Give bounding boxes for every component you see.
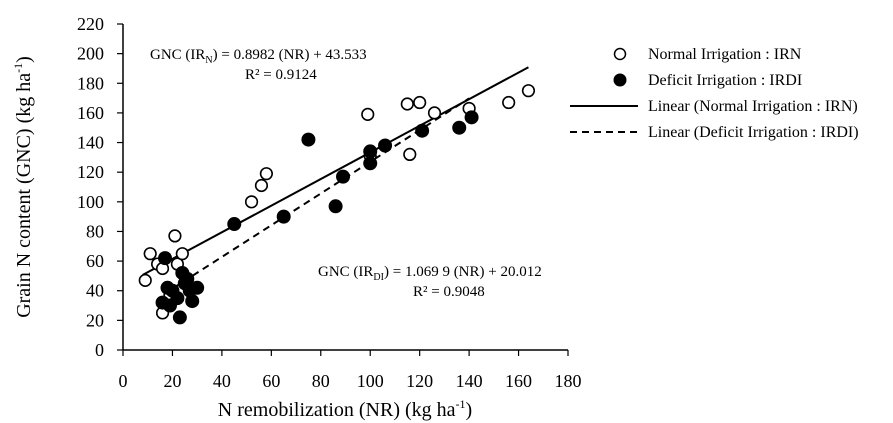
point-irdi: [363, 156, 378, 171]
irdi-r-squared: R² = 0.9048: [413, 284, 485, 300]
legend-label-irdi: Deficit Irrigation : IRDI: [648, 72, 802, 89]
point-irdi: [378, 138, 393, 153]
point-irn: [400, 97, 414, 111]
legend-symbol-irn: [613, 47, 627, 61]
legend-label-irn-linear: Linear (Normal Irrigation : IRN): [648, 98, 858, 115]
point-irdi: [276, 209, 291, 224]
data-points: [138, 84, 536, 325]
point-irdi: [185, 294, 200, 309]
y-tick-label: 60: [86, 251, 104, 271]
y-axis-title: Grain N content (GNC) (kg ha-1): [11, 56, 35, 318]
point-irdi: [301, 132, 316, 147]
y-tick-label: 220: [77, 14, 104, 34]
point-irdi: [158, 251, 173, 266]
trendlines: [142, 66, 529, 290]
point-irn: [244, 195, 259, 209]
x-tick-label: 20: [163, 371, 181, 391]
point-irdi: [415, 123, 430, 138]
point-irdi: [336, 169, 351, 184]
point-irdi: [172, 310, 187, 325]
y-tick-label: 0: [95, 340, 104, 360]
point-irdi: [464, 110, 479, 125]
x-tick-label: 40: [213, 371, 231, 391]
y-tick-label: 180: [77, 73, 104, 93]
point-irn: [175, 247, 189, 261]
point-irn: [361, 107, 375, 121]
point-irn: [254, 178, 269, 193]
irdi-equation: GNC (IRDI) = 1.069 9 (NR) + 20.012: [318, 264, 542, 283]
point-irn: [502, 95, 516, 110]
y-tick-label: 200: [77, 44, 104, 64]
x-tick-label: 100: [357, 371, 384, 391]
x-tick-label: 160: [505, 371, 532, 391]
point-irdi: [363, 144, 378, 159]
y-tick-label: 160: [77, 103, 104, 123]
point-irdi: [328, 199, 343, 214]
point-irn: [143, 247, 157, 261]
point-irdi: [452, 120, 467, 135]
legend: Normal Irrigation : IRN Deficit Irrigati…: [570, 46, 859, 141]
legend-label-irn: Normal Irrigation : IRN: [648, 46, 802, 63]
x-tick-label: 80: [312, 371, 330, 391]
x-tick-label: 140: [456, 371, 483, 391]
point-irn: [427, 106, 442, 120]
y-tick-label: 80: [86, 221, 104, 241]
point-irn: [521, 84, 536, 98]
y-tick-label: 120: [77, 162, 104, 182]
point-irdi: [227, 217, 242, 232]
point-irn: [259, 167, 273, 181]
x-tick-label: 0: [119, 371, 128, 391]
irn-r-squared: R² = 0.9124: [245, 67, 317, 83]
point-irn: [403, 147, 417, 161]
legend-symbol-irdi: [613, 73, 627, 87]
x-tick-label: 180: [555, 371, 582, 391]
x-tick-label: 120: [406, 371, 433, 391]
x-axis-title: N remobilization (NR) (kg ha-1): [218, 397, 472, 421]
point-irdi: [190, 280, 205, 295]
axes: [122, 24, 568, 351]
point-irn: [413, 95, 427, 110]
x-ticks: 0 20 40 60 80 100 120 140 160 180: [119, 350, 582, 391]
x-tick-label: 60: [262, 371, 280, 391]
y-tick-label: 40: [86, 281, 104, 301]
y-tick-label: 20: [86, 310, 104, 330]
y-tick-label: 140: [77, 133, 104, 153]
irn-equation: GNC (IRN) = 0.8982 (NR) + 43.533: [150, 47, 367, 66]
y-ticks: 0 20 40 60 80 100 120 140 160 180 200 220: [77, 14, 123, 360]
point-irn: [138, 273, 152, 287]
point-irdi: [170, 291, 185, 306]
trendline-irn: [142, 66, 529, 276]
point-irn: [168, 229, 182, 243]
legend-label-irdi-linear: Linear (Deficit Irrigation : IRDI): [648, 124, 859, 141]
y-tick-label: 100: [77, 192, 104, 212]
